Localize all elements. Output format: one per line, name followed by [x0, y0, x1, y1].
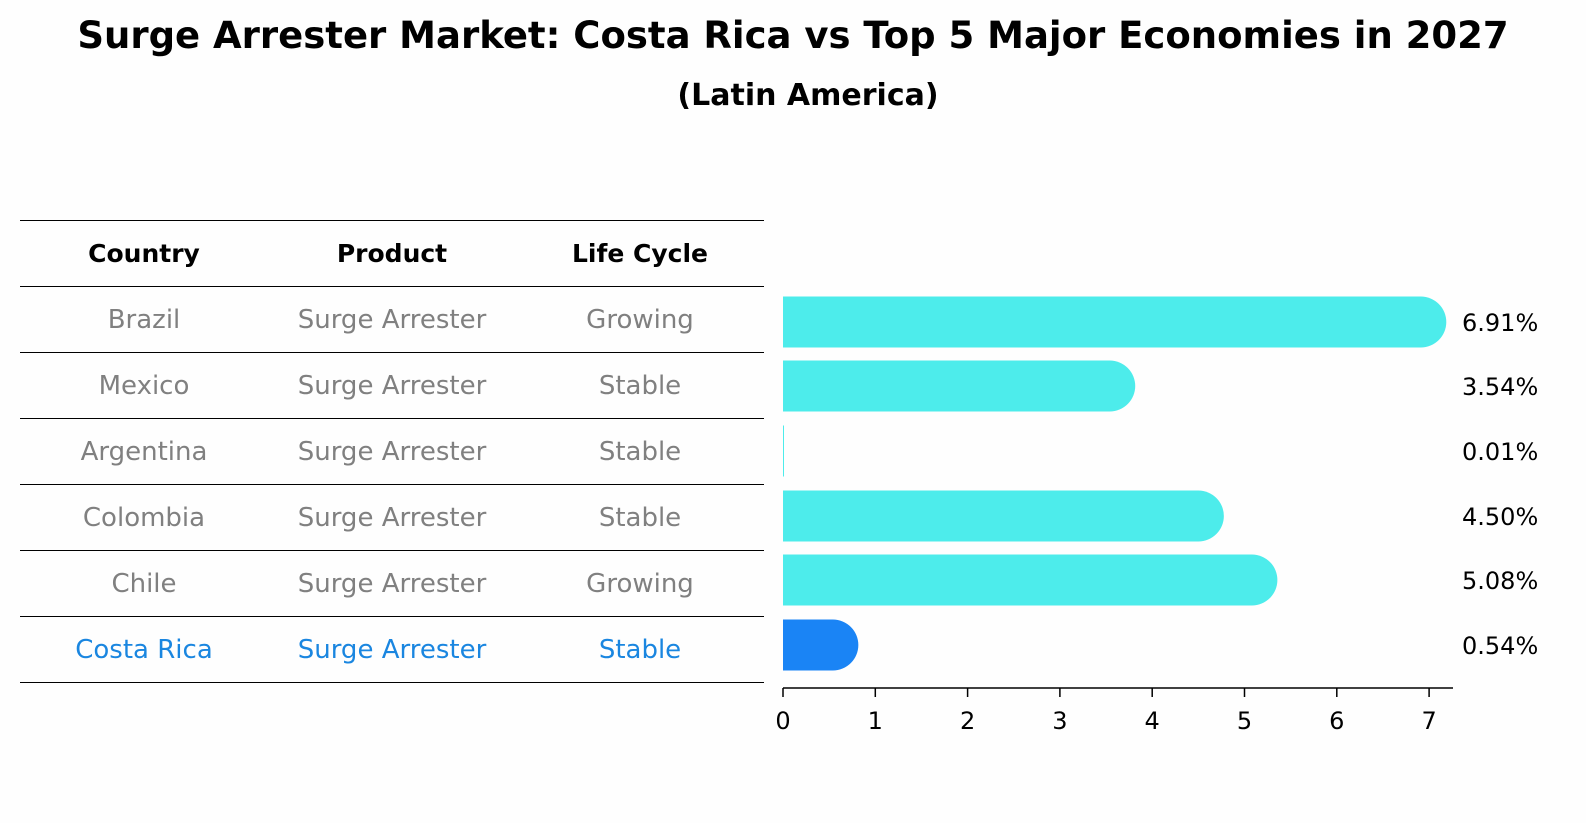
- value-label: 5.08%: [1462, 567, 1538, 595]
- life-cycle-cell: Stable: [598, 370, 682, 401]
- value-label: 0.54%: [1462, 632, 1538, 660]
- table-row-highlight: Costa Rica Surge Arrester Stable: [20, 616, 764, 683]
- country-cell: Brazil: [107, 304, 181, 335]
- product-cell: Surge Arrester: [297, 436, 487, 467]
- bar-colombia: [783, 490, 1224, 542]
- chart-subtitle: (Latin America): [677, 78, 939, 113]
- value-label: 6.91%: [1462, 309, 1538, 337]
- country-cell: Costa Rica: [75, 634, 213, 665]
- life-cycle-cell: Growing: [586, 304, 694, 335]
- bar-chile: [783, 554, 1278, 606]
- table-row: Chile Surge Arrester Growing: [20, 550, 764, 616]
- bar-mexico: [783, 360, 1136, 412]
- x-tick-label: 2: [960, 707, 975, 735]
- x-tick-label: 1: [868, 707, 883, 735]
- table-header-row: Country Product Life Cycle: [20, 220, 764, 286]
- value-label: 3.54%: [1462, 373, 1538, 401]
- table-row: Argentina Surge Arrester Stable: [20, 418, 764, 484]
- product-cell: Surge Arrester: [297, 370, 487, 401]
- x-tick-label: 5: [1237, 707, 1252, 735]
- product-cell: Surge Arrester: [297, 304, 487, 335]
- x-tick-label: 4: [1145, 707, 1160, 735]
- x-tick-label: 0: [775, 707, 790, 735]
- product-cell: Surge Arrester: [297, 502, 487, 533]
- value-label: 4.50%: [1462, 503, 1538, 531]
- country-cell: Colombia: [82, 502, 206, 533]
- life-cycle-cell: Growing: [586, 568, 694, 599]
- x-tick-label: 7: [1421, 707, 1436, 735]
- header-country: Country: [88, 239, 200, 268]
- country-cell: Mexico: [98, 370, 190, 401]
- product-cell: Surge Arrester: [297, 568, 487, 599]
- table-row: Brazil Surge Arrester Growing: [20, 286, 764, 352]
- life-cycle-cell: Stable: [598, 634, 682, 665]
- table-row: Mexico Surge Arrester Stable: [20, 352, 764, 418]
- product-cell: Surge Arrester: [297, 634, 487, 665]
- life-cycle-cell: Stable: [598, 502, 682, 533]
- header-life-cycle: Life Cycle: [571, 239, 709, 268]
- table-row: Colombia Surge Arrester Stable: [20, 484, 764, 550]
- x-tick-label: 6: [1329, 707, 1344, 735]
- country-cell: Chile: [111, 568, 177, 599]
- bar-costa-rica: [783, 619, 859, 671]
- x-tick-label: 3: [1052, 707, 1067, 735]
- country-cell: Argentina: [80, 436, 208, 467]
- bar-argentina: [783, 425, 784, 477]
- life-cycle-cell: Stable: [598, 436, 682, 467]
- value-label: 0.01%: [1462, 438, 1538, 466]
- bar-brazil: [783, 296, 1447, 348]
- chart-title: Surge Arrester Market: Costa Rica vs Top…: [77, 14, 1509, 57]
- header-product: Product: [336, 239, 448, 268]
- data-table: Country Product Life Cycle Brazil Surge …: [20, 220, 764, 683]
